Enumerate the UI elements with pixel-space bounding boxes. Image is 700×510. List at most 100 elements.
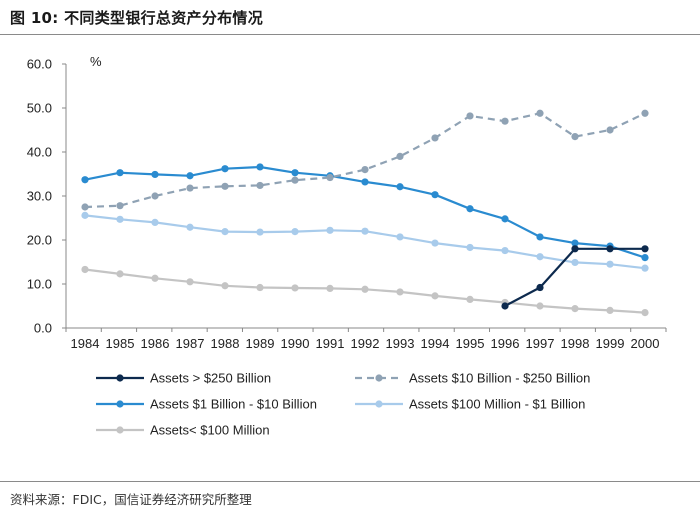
legend-swatch-marker xyxy=(116,374,124,382)
data-point xyxy=(221,182,229,190)
data-point xyxy=(466,295,474,303)
data-point xyxy=(326,226,334,234)
series-2 xyxy=(81,163,649,262)
data-point xyxy=(431,134,439,142)
data-point xyxy=(501,117,509,125)
data-point xyxy=(186,278,194,286)
data-point xyxy=(396,233,404,241)
data-point xyxy=(536,283,544,292)
data-point xyxy=(116,270,124,278)
legend-label: Assets > $250 Billion xyxy=(150,371,271,386)
data-point xyxy=(536,302,544,310)
x-tick-label: 1986 xyxy=(141,336,170,351)
chart-axes: 0.0 10.0 20.0 30.0 40.0 50.0 60.0 % 1984 1985 1986… xyxy=(27,54,667,351)
legend-label: Assets< $100 Million xyxy=(150,423,270,438)
x-tick-label: 1988 xyxy=(211,336,240,351)
y-tick-label: 50.0 xyxy=(27,101,52,116)
x-tick-label: 1996 xyxy=(491,336,520,351)
data-point xyxy=(396,152,404,160)
data-point xyxy=(536,109,544,117)
data-point xyxy=(361,178,369,186)
x-tick-label: 1984 xyxy=(71,336,100,351)
series-1 xyxy=(81,109,649,211)
data-point xyxy=(606,245,614,253)
data-point xyxy=(641,254,649,262)
data-point xyxy=(186,184,194,192)
data-point xyxy=(641,109,649,117)
series-0 xyxy=(501,245,649,310)
data-point xyxy=(641,309,649,317)
data-point xyxy=(186,172,194,180)
data-point xyxy=(326,173,334,182)
data-point xyxy=(361,285,369,293)
y-axis-unit: % xyxy=(90,54,102,69)
x-tick-label: 1985 xyxy=(106,336,135,351)
series-line xyxy=(84,112,646,209)
legend-item-4: Assets< $100 Million xyxy=(96,423,270,438)
figure-title: 图 10: 不同类型银行总资产分布情况 xyxy=(10,9,264,27)
legend-swatch-marker xyxy=(116,400,124,408)
x-tick-label: 1999 xyxy=(596,336,625,351)
data-point xyxy=(431,239,439,247)
series-line xyxy=(84,214,646,270)
data-point xyxy=(116,215,124,223)
data-point xyxy=(116,202,124,210)
chart-legend: Assets > $250 Billion Assets $10 Billion … xyxy=(96,371,590,438)
legend-item-3: Assets $100 Million - $1 Billion xyxy=(355,397,585,412)
legend-label: Assets $10 Billion - $250 Billion xyxy=(409,371,590,386)
x-tick-label: 2000 xyxy=(631,336,660,351)
data-point xyxy=(361,227,369,235)
legend-swatch-marker xyxy=(375,374,383,382)
data-point xyxy=(116,169,124,177)
data-point xyxy=(606,260,614,268)
series-line xyxy=(504,247,645,307)
data-point xyxy=(606,306,614,314)
x-tick-label: 1991 xyxy=(316,336,345,351)
data-point xyxy=(256,163,264,171)
data-point xyxy=(256,181,264,190)
y-tick-label: 20.0 xyxy=(27,233,52,248)
line-chart: 0.0 10.0 20.0 30.0 40.0 50.0 60.0 % 1984 1985 1986… xyxy=(27,54,667,438)
data-point xyxy=(396,183,404,191)
legend-label: Assets $1 Billion - $10 Billion xyxy=(150,397,317,412)
legend-swatch-marker xyxy=(116,426,124,434)
data-point xyxy=(221,228,229,236)
series-4 xyxy=(81,265,649,317)
x-tick-label: 1995 xyxy=(456,336,485,351)
data-point xyxy=(81,211,89,219)
series-layer xyxy=(81,109,649,317)
data-point xyxy=(466,205,474,213)
data-point xyxy=(571,305,579,313)
data-point xyxy=(571,133,579,141)
y-tick-label: 30.0 xyxy=(27,189,52,204)
top-rule xyxy=(0,34,700,35)
y-tick-label: 40.0 xyxy=(27,145,52,160)
data-point xyxy=(501,215,509,223)
data-point xyxy=(151,274,159,282)
legend-item-0: Assets > $250 Billion xyxy=(96,371,271,386)
y-tick-label: 60.0 xyxy=(27,57,52,72)
x-tick-label: 1987 xyxy=(176,336,205,351)
data-point xyxy=(641,264,649,272)
data-point xyxy=(466,112,474,120)
data-point xyxy=(291,284,299,292)
data-point xyxy=(291,176,299,184)
data-point xyxy=(256,283,264,292)
data-point xyxy=(361,166,369,174)
x-tick-label: 1997 xyxy=(526,336,555,351)
x-tick-label: 1998 xyxy=(561,336,590,351)
x-tick-label: 1989 xyxy=(246,336,275,351)
x-tick-label: 1992 xyxy=(351,336,380,351)
data-point xyxy=(606,126,614,134)
data-point xyxy=(151,192,159,200)
data-point xyxy=(291,169,299,177)
data-point xyxy=(151,170,159,179)
data-point xyxy=(221,282,229,290)
legend-item-1: Assets $10 Billion - $250 Billion xyxy=(355,371,590,386)
bottom-rule xyxy=(0,481,700,482)
data-point xyxy=(151,218,159,226)
data-point xyxy=(81,265,89,274)
data-point xyxy=(186,223,194,231)
legend-item-2: Assets $1 Billion - $10 Billion xyxy=(96,397,317,412)
